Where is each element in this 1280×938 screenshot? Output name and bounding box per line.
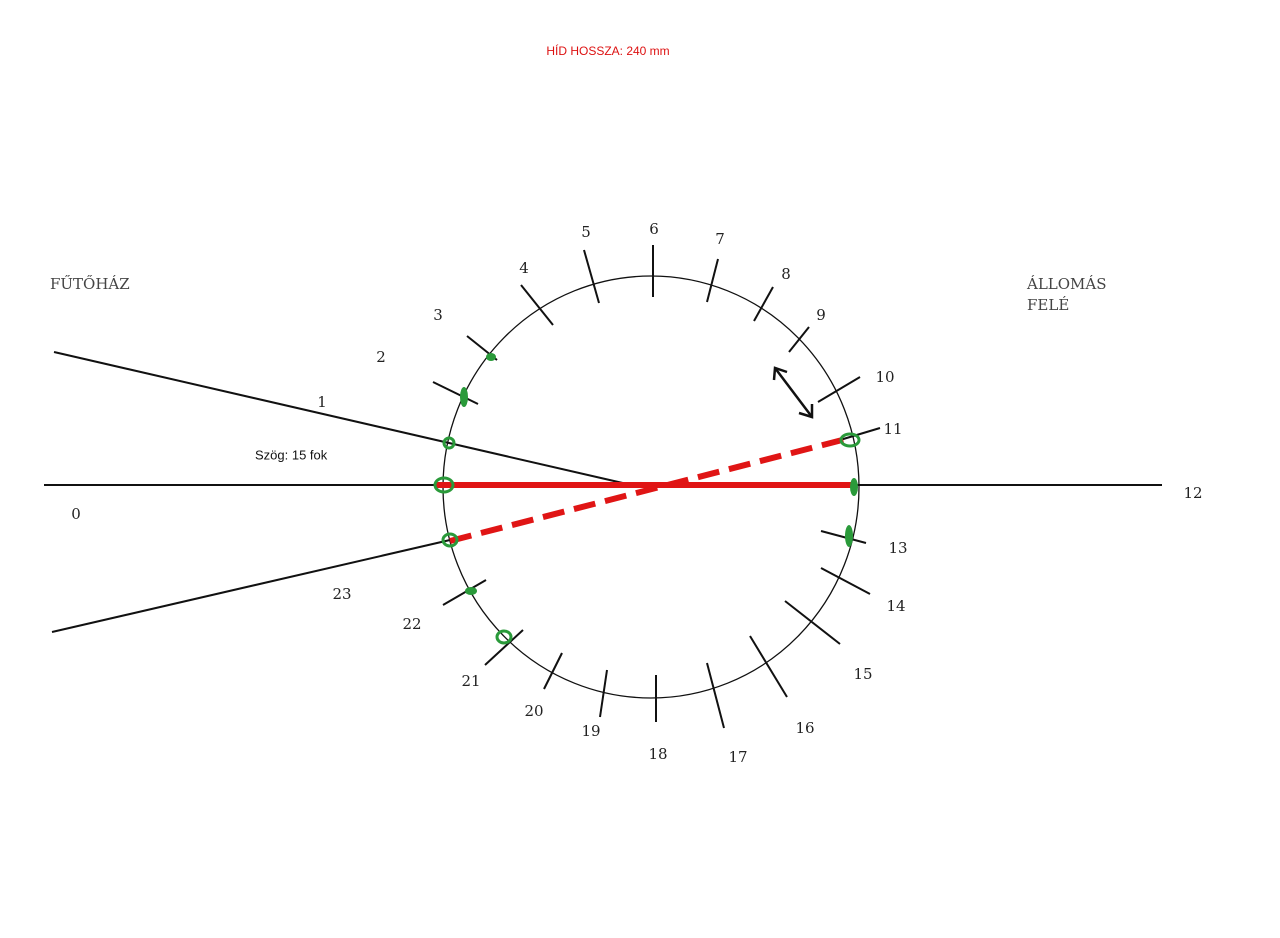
- track-line: [51, 539, 451, 633]
- track-number: 21: [461, 672, 480, 690]
- tracks: [44, 351, 1162, 633]
- track-number: 20: [524, 702, 543, 720]
- track-number: 12: [1183, 484, 1202, 502]
- tick: [749, 635, 788, 698]
- track-number: 16: [795, 719, 814, 737]
- track-number: 18: [648, 745, 667, 763]
- track-number: 7: [715, 230, 725, 248]
- track-number: 2: [376, 348, 386, 366]
- track-number: 6: [649, 220, 659, 238]
- angle-label: Szög: 15 fok: [255, 447, 328, 462]
- track-number: 0: [71, 505, 81, 523]
- track-number: 15: [853, 665, 872, 683]
- arrow: [772, 366, 814, 419]
- title: HÍD HOSSZA: 240 mm: [546, 43, 669, 58]
- track-number: 5: [581, 223, 591, 241]
- tick: [706, 258, 719, 303]
- tick: [753, 286, 774, 322]
- track-number: 17: [728, 748, 747, 766]
- bridge-rotated: [449, 435, 851, 544]
- tick: [599, 669, 608, 718]
- tick: [817, 376, 861, 403]
- tick: [520, 284, 554, 326]
- track-number: 8: [781, 265, 791, 283]
- tick: [784, 600, 841, 645]
- track-number: 11: [883, 420, 902, 438]
- track-number: 13: [888, 539, 907, 557]
- tick: [583, 249, 600, 304]
- tick: [839, 427, 881, 441]
- tick: [820, 530, 867, 544]
- markers: [433, 353, 861, 645]
- tick: [484, 629, 524, 666]
- track-number: 10: [875, 368, 894, 386]
- right-destination: ÁLLOMÁS: [1026, 275, 1107, 293]
- tick: [706, 662, 725, 729]
- tick: [442, 579, 487, 606]
- track-number: 19: [581, 722, 600, 740]
- tick-lines: [432, 245, 881, 729]
- tick: [432, 381, 479, 405]
- tick: [788, 326, 810, 353]
- track-number: 9: [816, 306, 826, 324]
- right-destination: FELÉ: [1027, 296, 1069, 314]
- tick: [543, 652, 563, 690]
- tick: [820, 567, 871, 595]
- track-line: [53, 351, 641, 488]
- track-number: 4: [519, 259, 529, 277]
- track-number: 3: [433, 306, 443, 324]
- track-number: 14: [886, 597, 905, 615]
- track-number: 1: [317, 393, 327, 411]
- track-number: 23: [332, 585, 351, 603]
- track-number: 22: [402, 615, 421, 633]
- left-destination: FŰTŐHÁZ: [50, 275, 130, 293]
